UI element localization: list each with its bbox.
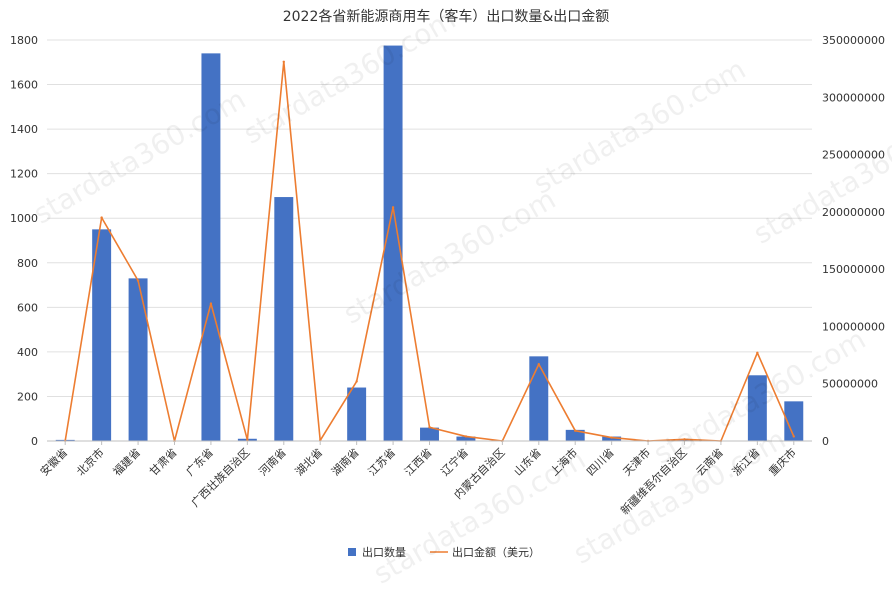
y-left-tick-label: 1400 — [10, 123, 38, 136]
x-tick-label: 江西省 — [402, 446, 435, 479]
y-left-tick-label: 800 — [17, 257, 38, 270]
line-layer — [64, 61, 795, 443]
y-left-tick-label: 1600 — [10, 79, 38, 92]
x-tick-label: 福建省 — [110, 445, 143, 478]
x-tick-label: 上海市 — [547, 445, 580, 478]
line-point — [756, 352, 758, 354]
line-point — [137, 279, 139, 281]
y-right-tick-label: 0 — [822, 435, 829, 448]
legend-bar-swatch — [348, 548, 356, 556]
right-axis: 0 50000000 100000000 150000000 200000000 2500… — [822, 34, 885, 448]
legend-label-bar: 出口数量 — [362, 545, 406, 559]
line-point — [283, 61, 285, 63]
x-tick-label: 山东省 — [511, 446, 544, 479]
x-tick-label: 安徽省 — [37, 445, 70, 478]
line-point — [355, 380, 357, 382]
line-point — [428, 426, 430, 428]
combo-chart: 2022各省新能源商用车（客车）出口数量&出口金额 0 200 400 600 800 1… — [0, 0, 892, 566]
x-tick-label: 云南省 — [694, 446, 727, 479]
left-axis: 0 200 400 600 800 1000 1200 1400 1600 1800 — [10, 34, 38, 448]
x-tick-label: 湖北省 — [293, 446, 326, 479]
y-right-tick-label: 50000000 — [822, 378, 878, 391]
x-tick-label: 江苏省 — [366, 446, 399, 479]
x-tick-label: 北京市 — [74, 445, 107, 478]
x-tick-label: 重庆市 — [766, 445, 799, 478]
line-point — [100, 216, 102, 218]
y-left-tick-label: 600 — [17, 301, 38, 314]
y-left-tick-label: 1200 — [10, 168, 38, 181]
line-point — [793, 435, 795, 437]
y-left-tick-label: 400 — [17, 346, 38, 359]
y-left-tick-label: 200 — [17, 390, 38, 403]
bar-出口数量 — [347, 388, 366, 441]
bar-出口数量 — [748, 375, 767, 441]
y-left-tick-label: 1000 — [10, 212, 38, 225]
y-left-tick-label: 1800 — [10, 34, 38, 47]
x-tick-label: 广东省 — [184, 446, 217, 479]
x-tick-label: 四川省 — [584, 446, 617, 479]
x-axis: 安徽省北京市福建省甘肃省广东省广西壮族自治区河南省湖北省湖南省江苏省江西省辽宁省… — [37, 441, 812, 517]
line-point — [538, 363, 540, 365]
chart-title: 2022各省新能源商用车（客车）出口数量&出口金额 — [283, 8, 610, 25]
bar-出口数量 — [529, 356, 548, 441]
chart-root: 2022各省新能源商用车（客车）出口数量&出口金额 0 200 400 600 800 1… — [0, 0, 892, 566]
y-right-tick-label: 150000000 — [822, 263, 885, 276]
line-series-export-amount — [65, 62, 794, 441]
legend-label-line: 出口金额（美元） — [452, 545, 540, 559]
line-point — [610, 436, 612, 438]
bar-出口数量 — [274, 197, 293, 441]
x-tick-label: 浙江省 — [730, 446, 763, 479]
y-right-tick-label: 250000000 — [822, 149, 885, 162]
x-tick-label: 天津市 — [620, 445, 653, 478]
line-point — [392, 206, 394, 208]
x-tick-label: 湖南省 — [329, 446, 362, 479]
bar-出口数量 — [129, 278, 148, 441]
x-tick-label: 辽宁省 — [438, 445, 471, 478]
x-tick-label: 河南省 — [256, 446, 289, 479]
y-right-tick-label: 100000000 — [822, 320, 885, 333]
bars-layer — [56, 46, 804, 441]
y-left-tick-label: 0 — [31, 435, 38, 448]
x-tick-label: 新疆维吾尔自治区 — [617, 445, 689, 517]
y-right-tick-label: 200000000 — [822, 206, 885, 219]
y-right-tick-label: 300000000 — [822, 91, 885, 104]
line-point — [683, 438, 685, 440]
x-tick-label: 甘肃省 — [147, 446, 180, 479]
grid-layer — [47, 40, 812, 441]
legend: 出口数量 出口金额（美元） — [348, 545, 540, 559]
line-point — [210, 302, 212, 304]
bar-出口数量 — [201, 53, 220, 441]
y-right-tick-label: 350000000 — [822, 34, 885, 47]
line-point — [465, 435, 467, 437]
line-point — [574, 429, 576, 431]
